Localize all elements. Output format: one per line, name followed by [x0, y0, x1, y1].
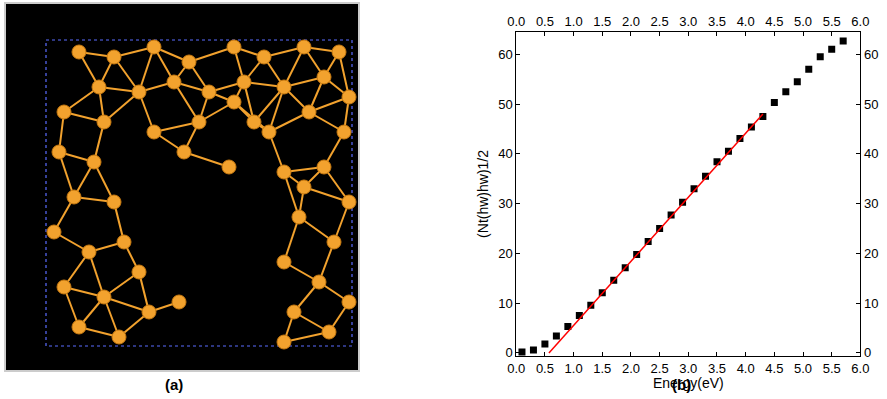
svg-text:1.5: 1.5 — [593, 14, 611, 29]
svg-text:5.0: 5.0 — [794, 361, 812, 376]
svg-text:0: 0 — [864, 345, 871, 360]
svg-text:2.5: 2.5 — [651, 14, 669, 29]
svg-text:5.0: 5.0 — [794, 14, 812, 29]
svg-text:10: 10 — [498, 296, 512, 311]
svg-text:4.5: 4.5 — [765, 14, 783, 29]
svg-text:60: 60 — [864, 47, 878, 62]
svg-text:30: 30 — [498, 196, 512, 211]
svg-text:1.0: 1.0 — [565, 361, 583, 376]
svg-text:4.5: 4.5 — [765, 361, 783, 376]
svg-text:0.0: 0.0 — [507, 361, 525, 376]
svg-text:50: 50 — [864, 97, 878, 112]
svg-text:30: 30 — [864, 196, 878, 211]
svg-text:40: 40 — [864, 146, 878, 161]
svg-text:0: 0 — [505, 345, 512, 360]
svg-text:6.0: 6.0 — [851, 361, 869, 376]
svg-text:1.5: 1.5 — [593, 361, 611, 376]
svg-text:5.5: 5.5 — [823, 14, 841, 29]
svg-text:10: 10 — [864, 296, 878, 311]
svg-text:0.5: 0.5 — [536, 14, 554, 29]
svg-text:1.0: 1.0 — [565, 14, 583, 29]
svg-text:(Nt(hw)hw)1/2: (Nt(hw)hw)1/2 — [475, 150, 491, 238]
svg-text:60: 60 — [498, 47, 512, 62]
svg-text:0.0: 0.0 — [507, 14, 525, 29]
svg-text:20: 20 — [864, 246, 878, 261]
svg-text:2.0: 2.0 — [622, 361, 640, 376]
svg-text:3.5: 3.5 — [708, 14, 726, 29]
svg-text:0.5: 0.5 — [536, 361, 554, 376]
svg-text:4.0: 4.0 — [737, 361, 755, 376]
svg-text:2.0: 2.0 — [622, 14, 640, 29]
svg-text:2.5: 2.5 — [651, 361, 669, 376]
svg-text:5.5: 5.5 — [823, 361, 841, 376]
svg-text:20: 20 — [498, 246, 512, 261]
svg-text:50: 50 — [498, 97, 512, 112]
svg-text:4.0: 4.0 — [737, 14, 755, 29]
svg-text:6.0: 6.0 — [851, 14, 869, 29]
svg-text:40: 40 — [498, 146, 512, 161]
svg-text:3.0: 3.0 — [679, 14, 697, 29]
svg-text:3.5: 3.5 — [708, 361, 726, 376]
svg-text:3.0: 3.0 — [679, 361, 697, 376]
